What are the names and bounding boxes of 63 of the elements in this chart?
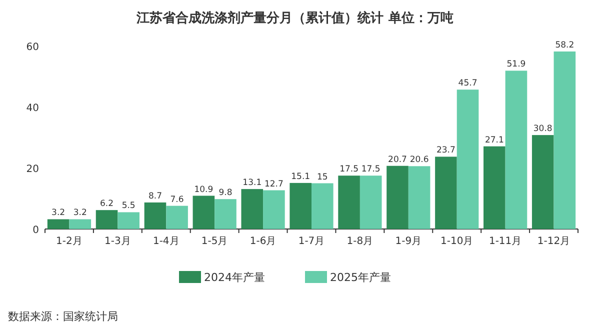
x-tick-label: 1-3月 [104,236,131,247]
bar [47,219,70,229]
bar [69,219,92,229]
bar [435,156,457,229]
x-tick-label: 1-7月 [298,236,325,247]
bar [338,176,360,229]
bar [554,51,576,229]
x-tick-label: 1-5月 [201,236,228,247]
bar [484,146,506,229]
data-label: 23.7 [436,146,456,156]
bar [312,183,334,229]
data-label: 30.8 [533,124,552,134]
data-label: 9.8 [218,188,232,198]
y-tick-label: 40 [26,103,39,114]
x-tick-label: 1-8月 [346,236,374,247]
bar [386,166,408,229]
bar [408,166,430,229]
x-tick-label: 1-12月 [537,236,570,247]
data-label: 20.7 [388,154,407,165]
y-tick-label: 20 [26,164,39,175]
y-tick-label: 0 [32,225,39,236]
chart-title: 江苏省合成洗涤剂产量分月（累计值）统计 单位：万吨 [136,10,454,26]
data-label: 58.2 [555,40,574,50]
data-label: 17.5 [340,164,359,175]
bar [505,70,528,229]
y-tick-label: 60 [26,42,39,53]
data-label: 5.5 [122,201,136,212]
bar [144,202,166,229]
bar [214,199,236,229]
data-label: 20.6 [410,155,429,166]
data-label: 15.1 [291,172,310,182]
bar [118,212,140,229]
data-label: 6.2 [100,199,114,210]
bar [456,90,479,229]
bar [360,176,382,229]
legend-label: 2025年产量 [330,271,391,284]
x-tick-label: 1-11月 [488,236,522,247]
legend-label: 2024年产量 [204,271,265,284]
bar [166,206,188,229]
data-label: 7.6 [170,194,184,205]
data-label: 17.5 [361,164,380,175]
data-label: 27.1 [484,135,504,146]
data-label: 3.2 [73,208,87,218]
x-tick-label: 1-9月 [395,236,422,247]
source-note: 数据来源：国家统计局 [8,310,118,323]
data-label: 12.7 [264,179,284,190]
data-label: 3.2 [52,208,66,218]
bar [192,196,215,229]
data-label: 51.9 [506,60,526,70]
x-tick-label: 1-6月 [250,236,276,247]
data-label: 45.7 [458,78,478,89]
bar [96,210,118,229]
bar [532,135,554,229]
data-label: 15 [316,172,328,182]
bar [290,182,312,229]
data-label: 13.1 [242,178,262,188]
x-tick-label: 1-4月 [152,236,180,247]
x-tick-label: 1-2月 [56,236,82,247]
bar [241,189,264,229]
data-label: 8.7 [148,191,162,202]
data-label: 10.9 [194,184,214,195]
bar [263,190,285,229]
x-tick-label: 1-10月 [440,236,474,247]
